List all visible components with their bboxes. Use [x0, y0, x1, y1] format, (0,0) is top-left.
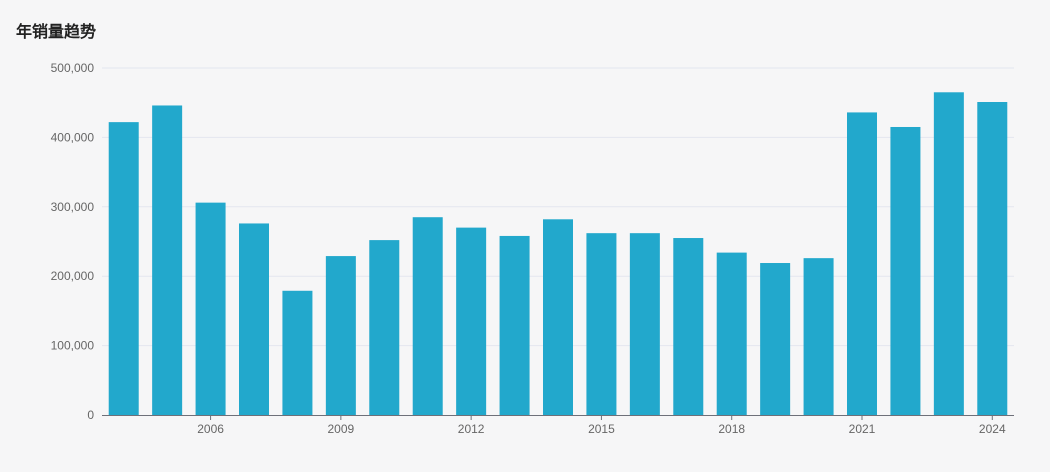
x-tick-label: 2018 — [718, 422, 745, 436]
x-tick-label: 2012 — [458, 422, 485, 436]
bar-2019[interactable] — [760, 263, 791, 415]
y-tick-label: 100,000 — [51, 339, 95, 353]
bar-2021[interactable] — [847, 112, 877, 415]
bar-2010[interactable] — [369, 240, 400, 415]
x-tick-label: 2015 — [588, 422, 615, 436]
bar-2012[interactable] — [456, 227, 487, 415]
y-axis: 0 100,000 200,000 300,000 400,000 500,000 — [51, 61, 95, 422]
bar-2017[interactable] — [673, 238, 704, 415]
bar-series — [108, 92, 1008, 416]
bar-2013[interactable] — [499, 235, 530, 415]
bar-2014[interactable] — [543, 219, 573, 415]
bar-2022[interactable] — [890, 126, 921, 416]
y-tick-label: 400,000 — [51, 130, 95, 144]
x-tick-label: 2006 — [197, 422, 224, 436]
bar-2018[interactable] — [716, 252, 747, 415]
bar-2020[interactable] — [803, 258, 834, 415]
bar-2008[interactable] — [282, 290, 313, 415]
bar-2005[interactable] — [152, 105, 183, 415]
bar-2006[interactable] — [195, 202, 226, 415]
y-tick-label: 0 — [87, 408, 94, 422]
bar-2009[interactable] — [325, 256, 356, 415]
y-tick-label: 500,000 — [51, 61, 95, 75]
bar-2007[interactable] — [239, 223, 269, 415]
bar-2016[interactable] — [629, 233, 660, 415]
chart-title: 年销量趋势 — [16, 22, 97, 41]
bar-2011[interactable] — [412, 217, 443, 415]
y-tick-label: 300,000 — [51, 200, 95, 214]
bar-2024[interactable] — [977, 102, 1008, 416]
bar-2004[interactable] — [108, 122, 139, 415]
bar-2023[interactable] — [933, 92, 964, 415]
bar-2015[interactable] — [586, 233, 617, 415]
y-tick-label: 200,000 — [51, 269, 95, 283]
x-tick-label: 2009 — [328, 422, 355, 436]
x-tick-label: 2021 — [849, 422, 876, 436]
x-tick-label: 2024 — [979, 422, 1006, 436]
x-axis: 2006 2009 2012 2015 2018 2021 2024 — [102, 415, 1014, 436]
